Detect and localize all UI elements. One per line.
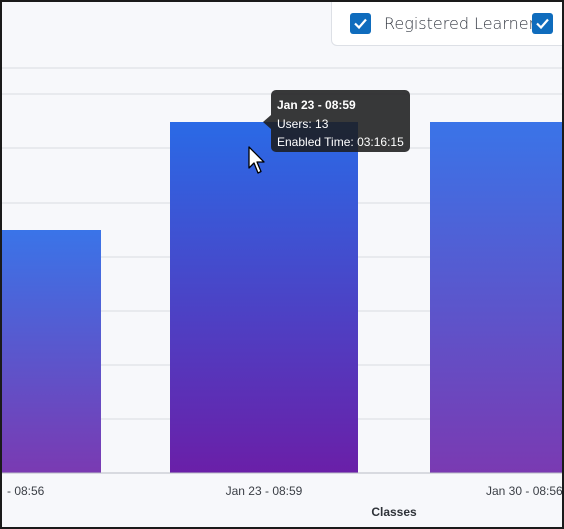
x-tick-label-0: - 08:56 — [7, 484, 45, 498]
tooltip-users-row: Users: 13 — [277, 115, 404, 133]
tooltip-time-row: Enabled Time: 03:16:15 — [277, 133, 404, 151]
x-axis-title: Classes — [371, 505, 417, 519]
tooltip-title: Jan 23 - 08:59 — [277, 98, 356, 112]
legend-label-registered-learners: Registered Learners — [384, 14, 544, 33]
legend-item-2[interactable] — [532, 13, 553, 34]
mouse-cursor-icon — [248, 146, 265, 174]
bar-2[interactable] — [430, 122, 564, 473]
bar-0[interactable] — [0, 230, 101, 473]
tooltip-arrow — [263, 115, 271, 129]
tooltip-time-value: 03:16:15 — [357, 135, 404, 149]
tooltip-time-label: Enabled Time: — [277, 135, 354, 149]
chart-legend: Registered Learners — [331, 2, 564, 46]
tooltip-users-value: 13 — [315, 117, 329, 131]
legend-item-registered-learners[interactable]: Registered Learners — [350, 13, 544, 34]
legend-item-2-checkbox[interactable] — [532, 13, 553, 34]
registered-learners-checkbox[interactable] — [350, 13, 371, 34]
chart-tooltip: Jan 23 - 08:59 Users: 13 Enabled Time: 0… — [271, 90, 410, 152]
x-tick-label-2: Jan 30 - 08:56 — [486, 484, 563, 498]
checkmark-icon — [536, 18, 549, 30]
checkmark-icon — [354, 18, 367, 30]
bar-1[interactable] — [170, 122, 358, 473]
tooltip-users-label: Users: — [277, 117, 312, 131]
x-tick-label-1: Jan 23 - 08:59 — [226, 484, 303, 498]
